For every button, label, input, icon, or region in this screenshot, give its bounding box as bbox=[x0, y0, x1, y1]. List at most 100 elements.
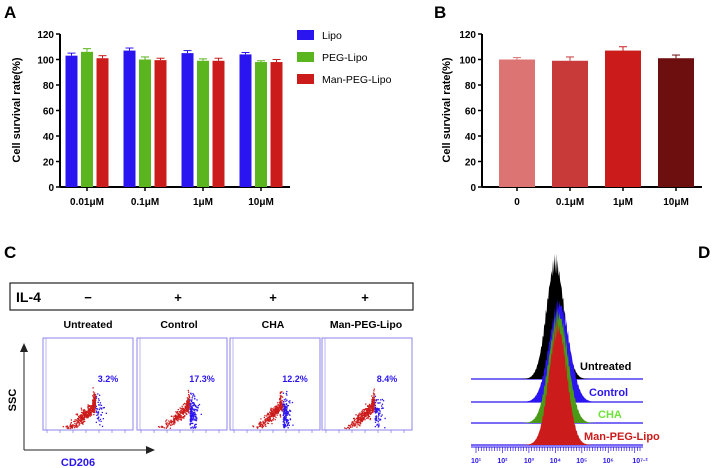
event bbox=[181, 409, 184, 411]
event bbox=[265, 418, 267, 420]
gated-event bbox=[192, 402, 194, 404]
gated-event bbox=[98, 394, 101, 396]
gated-event bbox=[190, 400, 193, 402]
gated-event bbox=[99, 407, 101, 409]
event bbox=[91, 408, 93, 410]
b-ytick-label: 40 bbox=[465, 132, 477, 143]
event bbox=[93, 399, 95, 401]
event bbox=[363, 417, 365, 419]
b-ytick-label: 120 bbox=[459, 30, 476, 41]
gated-event bbox=[101, 408, 103, 410]
event bbox=[373, 399, 376, 401]
event bbox=[368, 404, 371, 407]
event bbox=[76, 420, 78, 422]
gated-event bbox=[375, 399, 378, 401]
event bbox=[81, 416, 83, 418]
event bbox=[93, 411, 96, 414]
panel-label-d: D bbox=[698, 243, 710, 262]
event bbox=[179, 418, 182, 420]
gated-event bbox=[191, 413, 194, 416]
event bbox=[179, 407, 181, 409]
event bbox=[359, 412, 361, 414]
event bbox=[88, 411, 90, 413]
event bbox=[357, 417, 360, 419]
a-bar-man-peg-lipo bbox=[212, 60, 225, 187]
event bbox=[92, 399, 94, 402]
event bbox=[368, 411, 370, 413]
flow-plot-frame bbox=[42, 337, 134, 431]
gated-event bbox=[192, 413, 194, 415]
event bbox=[83, 413, 85, 415]
event bbox=[259, 424, 262, 426]
gated-event bbox=[380, 415, 382, 417]
event bbox=[93, 413, 95, 416]
event bbox=[83, 414, 85, 416]
gated-event bbox=[375, 415, 377, 418]
a-ylabel: Cell survival rate(%) bbox=[11, 57, 23, 162]
event bbox=[367, 415, 369, 417]
event bbox=[275, 406, 277, 408]
event bbox=[83, 417, 86, 419]
event bbox=[93, 410, 96, 412]
event bbox=[351, 426, 353, 428]
event bbox=[353, 423, 356, 425]
event bbox=[175, 417, 177, 419]
gated-event bbox=[100, 414, 102, 416]
event bbox=[373, 396, 375, 398]
event bbox=[80, 414, 83, 417]
event bbox=[181, 405, 183, 407]
gated-event bbox=[289, 402, 291, 404]
event bbox=[260, 423, 262, 425]
event bbox=[360, 413, 363, 415]
gated-event bbox=[284, 413, 286, 415]
event bbox=[87, 408, 90, 410]
event bbox=[363, 411, 366, 414]
event bbox=[173, 421, 176, 423]
event bbox=[358, 414, 360, 416]
event bbox=[268, 420, 270, 422]
gated-event bbox=[193, 418, 196, 421]
event bbox=[185, 406, 188, 408]
event bbox=[371, 406, 374, 408]
event bbox=[281, 410, 283, 412]
event bbox=[180, 409, 182, 411]
event bbox=[171, 423, 173, 426]
event bbox=[175, 411, 177, 413]
event bbox=[275, 407, 277, 410]
event bbox=[188, 406, 190, 408]
event bbox=[94, 399, 97, 401]
event bbox=[280, 395, 283, 397]
event bbox=[270, 409, 272, 412]
event bbox=[83, 412, 85, 414]
event bbox=[186, 408, 188, 410]
event bbox=[372, 392, 375, 394]
event bbox=[89, 410, 92, 412]
event bbox=[71, 424, 74, 427]
event bbox=[364, 409, 366, 411]
gated-event bbox=[289, 409, 291, 411]
b-ytick-label: 20 bbox=[465, 158, 477, 169]
event bbox=[79, 420, 81, 422]
event bbox=[366, 408, 368, 410]
event bbox=[366, 411, 368, 414]
il4-label: IL-4 bbox=[16, 289, 41, 305]
gated-event bbox=[374, 419, 377, 421]
event bbox=[279, 414, 281, 417]
event bbox=[174, 415, 176, 418]
event bbox=[269, 411, 271, 413]
event bbox=[181, 407, 183, 409]
gated-event bbox=[190, 420, 193, 422]
event bbox=[170, 424, 172, 427]
event bbox=[360, 417, 363, 419]
event bbox=[367, 409, 370, 411]
event bbox=[91, 407, 93, 409]
event bbox=[184, 414, 186, 417]
gated-event bbox=[190, 426, 192, 429]
gated-event bbox=[194, 419, 196, 421]
event bbox=[166, 419, 168, 421]
event bbox=[358, 418, 360, 421]
event bbox=[351, 423, 353, 426]
gated-event bbox=[381, 403, 384, 405]
gated-event bbox=[284, 412, 287, 414]
event bbox=[252, 425, 254, 427]
